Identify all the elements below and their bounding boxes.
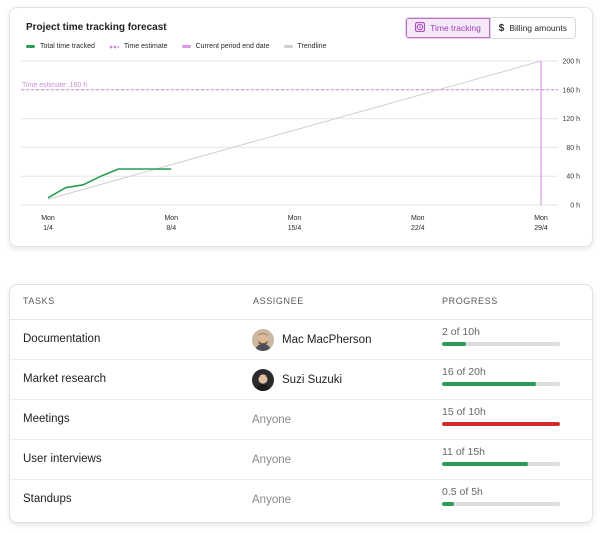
legend-period-end: Current period end date: [181, 43, 270, 50]
task-name: Documentation: [23, 333, 101, 345]
legend-swatch: [108, 44, 119, 49]
task-name: User interviews: [23, 453, 102, 465]
legend-label: Trendline: [297, 43, 327, 50]
trendline: [47, 60, 542, 200]
table-row[interactable]: Meetings Anyone 15 of 10h: [10, 400, 592, 440]
progress-bar: [442, 382, 560, 386]
view-toggle: Time tracking $ Billing amounts: [405, 17, 576, 39]
assignee-name: Anyone: [252, 453, 292, 466]
x-tick-label: Mon: [164, 215, 178, 222]
x-tick-label: 29/4: [534, 225, 548, 232]
table-row[interactable]: Documentation Mac MacPherson 2 of 10h: [10, 320, 592, 360]
table-row[interactable]: User interviews Anyone 11 of 15h: [10, 440, 592, 480]
progress-fill: [442, 422, 560, 426]
y-tick-label: 80 h: [566, 145, 580, 152]
legend-trendline: Trendline: [283, 43, 327, 50]
assignee-cell[interactable]: Anyone: [252, 480, 291, 519]
x-tick-label: 1/4: [43, 225, 53, 232]
y-tick-label: 160 h: [562, 87, 580, 94]
x-tick-label: Mon: [41, 215, 55, 222]
progress-text: 2 of 10h: [442, 326, 480, 338]
x-tick-label: Mon: [534, 215, 548, 222]
legend-time-estimate: Time estimate: [108, 43, 168, 50]
total-time-line: [47, 168, 172, 199]
x-tick-label: Mon: [288, 215, 302, 222]
progress-fill: [442, 502, 454, 506]
progress-text: 15 of 10h: [442, 406, 486, 418]
progress-bar: [442, 462, 560, 466]
progress-text: 16 of 20h: [442, 366, 486, 378]
progress-text: 0.5 of 5h: [442, 486, 483, 498]
assignee-name: Anyone: [252, 413, 292, 426]
legend-label: Time estimate: [123, 43, 168, 50]
chart-legend: Total time tracked Time estimate Current…: [26, 43, 326, 50]
progress-bar: [442, 342, 560, 346]
task-name: Standups: [23, 493, 72, 505]
assignee-name: Mac MacPherson: [282, 333, 372, 346]
clock-icon: [415, 22, 425, 34]
billing-amounts-toggle[interactable]: $ Billing amounts: [489, 18, 575, 38]
avatar: [252, 328, 274, 351]
forecast-chart: 0 h 40 h 80 h 120 h 160 h 200 h Time estimate:…: [21, 59, 580, 232]
legend-total-time: Total time tracked: [26, 43, 95, 50]
assignee-cell[interactable]: Anyone: [252, 440, 291, 479]
assignee-cell[interactable]: Mac MacPherson: [252, 320, 371, 359]
table-header: TASKS ASSIGNEE PROGRESS: [10, 285, 592, 320]
estimate-label: Time estimate: 160 h: [22, 82, 87, 89]
x-tick-label: 15/4: [288, 225, 302, 232]
legend-swatch: [283, 45, 293, 48]
legend-label: Total time tracked: [40, 43, 95, 50]
x-tick-label: 8/4: [166, 225, 176, 232]
billing-amounts-label: Billing amounts: [509, 23, 567, 33]
legend-swatch: [181, 45, 191, 48]
table-row[interactable]: Market research Suzi Suzuki 16 of 20h: [10, 360, 592, 400]
task-name: Meetings: [23, 413, 70, 425]
y-tick-label: 120 h: [562, 116, 580, 123]
table-row[interactable]: Standups Anyone 0.5 of 5h: [10, 480, 592, 519]
assignee-name: Anyone: [252, 493, 292, 506]
avatar: [252, 368, 274, 391]
chart-title: Project time tracking forecast: [26, 22, 167, 33]
progress-fill: [442, 342, 466, 346]
assignee-cell[interactable]: Suzi Suzuki: [252, 360, 342, 399]
progress-fill: [442, 462, 529, 466]
header-tasks: TASKS: [23, 296, 55, 306]
progress-bar: [442, 502, 560, 506]
dollar-icon: $: [498, 22, 505, 34]
progress-text: 11 of 15h: [442, 446, 486, 458]
legend-swatch: [26, 45, 35, 48]
legend-label: Current period end date: [195, 43, 270, 50]
assignee-name: Suzi Suzuki: [282, 373, 343, 386]
time-tracking-toggle[interactable]: Time tracking: [406, 18, 490, 38]
task-name: Market research: [23, 373, 107, 385]
x-tick-label: 22/4: [411, 225, 425, 232]
forecast-card: Project time tracking forecast Time trac…: [9, 7, 593, 247]
time-tracking-label: Time tracking: [430, 23, 481, 33]
y-tick-label: 0 h: [570, 203, 580, 210]
x-tick-label: Mon: [411, 215, 425, 222]
progress-fill: [442, 382, 537, 386]
tasks-table: TASKS ASSIGNEE PROGRESS Documentation Ma…: [9, 284, 593, 523]
header-progress: PROGRESS: [442, 296, 498, 306]
y-tick-label: 40 h: [566, 174, 580, 181]
y-tick-label: 200 h: [562, 59, 580, 66]
header-assignee: ASSIGNEE: [253, 296, 304, 306]
assignee-cell[interactable]: Anyone: [252, 400, 291, 439]
progress-bar: [442, 422, 560, 426]
